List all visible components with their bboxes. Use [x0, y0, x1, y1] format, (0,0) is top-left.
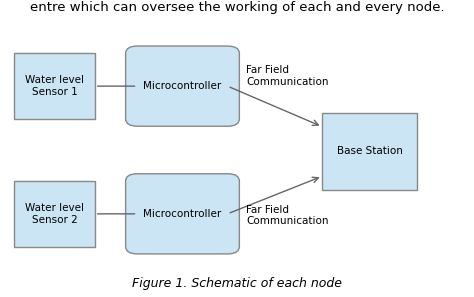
- FancyBboxPatch shape: [14, 53, 95, 119]
- FancyBboxPatch shape: [322, 113, 417, 190]
- Text: entre which can oversee the working of each and every node.: entre which can oversee the working of e…: [30, 1, 444, 15]
- FancyBboxPatch shape: [14, 181, 95, 247]
- FancyBboxPatch shape: [126, 46, 239, 126]
- Text: Water level
Sensor 2: Water level Sensor 2: [25, 203, 84, 225]
- FancyBboxPatch shape: [126, 174, 239, 254]
- Text: Microcontroller: Microcontroller: [143, 209, 222, 219]
- Text: Figure 1. Schematic of each node: Figure 1. Schematic of each node: [132, 277, 342, 290]
- Text: Microcontroller: Microcontroller: [143, 81, 222, 91]
- Text: Base Station: Base Station: [337, 146, 402, 157]
- Text: Water level
Sensor 1: Water level Sensor 1: [25, 75, 84, 97]
- Text: Far Field
Communication: Far Field Communication: [246, 205, 329, 226]
- Text: Far Field
Communication: Far Field Communication: [246, 65, 329, 86]
